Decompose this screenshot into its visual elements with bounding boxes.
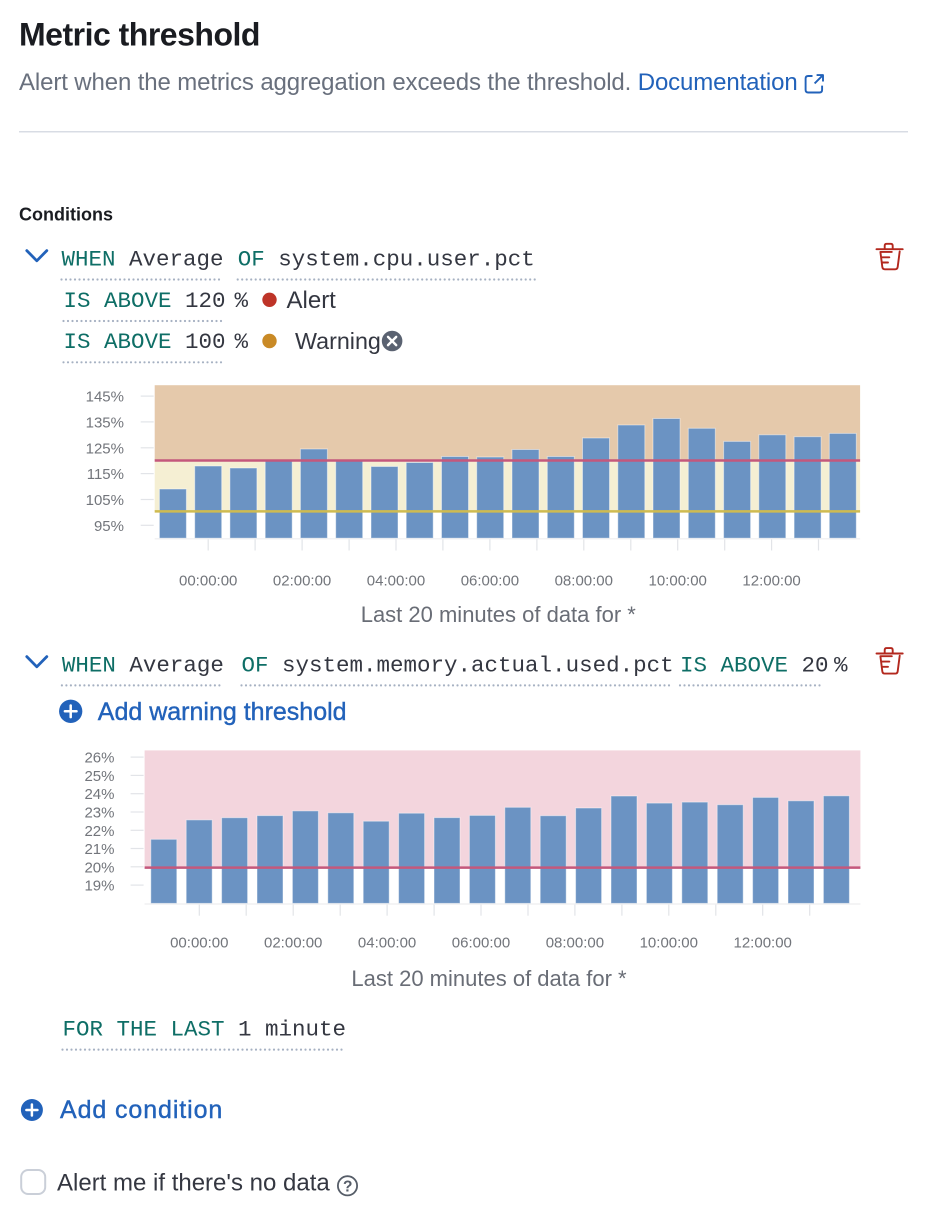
- svg-text:02:00:00: 02:00:00: [264, 935, 322, 952]
- svg-text:IS ABOVE 100: IS ABOVE 100: [64, 329, 226, 355]
- svg-text:%: %: [235, 329, 249, 355]
- svg-text:12:00:00: 12:00:00: [734, 935, 792, 952]
- svg-text:Add warning threshold: Add warning threshold: [98, 698, 347, 726]
- svg-text:125%: 125%: [86, 440, 124, 457]
- svg-text:115%: 115%: [87, 466, 124, 483]
- svg-text:12:00:00: 12:00:00: [742, 573, 800, 590]
- svg-text:02:00:00: 02:00:00: [273, 573, 331, 590]
- svg-text:04:00:00: 04:00:00: [358, 935, 416, 952]
- svg-text:19%: 19%: [84, 878, 114, 895]
- svg-text:06:00:00: 06:00:00: [461, 573, 519, 590]
- svg-text:26%: 26%: [84, 750, 114, 767]
- svg-text:Metric threshold: Metric threshold: [19, 17, 260, 53]
- svg-text:FOR THE LAST 1 minute: FOR THE LAST 1 minute: [63, 1016, 347, 1042]
- svg-text:04:00:00: 04:00:00: [367, 573, 425, 590]
- svg-text:%: %: [235, 288, 249, 314]
- svg-text:Alert me if there's no data: Alert me if there's no data: [57, 1170, 330, 1197]
- svg-text:00:00:00: 00:00:00: [179, 573, 237, 590]
- svg-text:Add condition: Add condition: [60, 1096, 223, 1124]
- svg-text:145%: 145%: [86, 389, 124, 406]
- svg-text:25%: 25%: [84, 768, 114, 785]
- svg-text:OF system.memory.actual.used.p: OF system.memory.actual.used.pct: [242, 653, 674, 679]
- svg-text:08:00:00: 08:00:00: [555, 573, 613, 590]
- svg-text:06:00:00: 06:00:00: [452, 935, 510, 952]
- svg-text:IS ABOVE 20: IS ABOVE 20: [680, 653, 829, 679]
- svg-text:Alert when the metrics aggrega: Alert when the metrics aggregation excee…: [19, 69, 798, 96]
- svg-text:Warning: Warning: [295, 328, 381, 354]
- svg-text:Last 20 minutes of data for *: Last 20 minutes of data for *: [361, 602, 637, 627]
- svg-text:Last 20 minutes of data for *: Last 20 minutes of data for *: [351, 966, 627, 991]
- svg-text:OF system.cpu.user.pct: OF system.cpu.user.pct: [238, 246, 535, 272]
- svg-text:10:00:00: 10:00:00: [640, 935, 698, 952]
- svg-text:08:00:00: 08:00:00: [546, 935, 604, 952]
- svg-text:Alert: Alert: [287, 287, 337, 314]
- svg-text:20%: 20%: [84, 859, 114, 876]
- svg-text:?: ?: [343, 1178, 352, 1195]
- svg-text:24%: 24%: [84, 786, 114, 803]
- svg-text:95%: 95%: [94, 518, 124, 535]
- svg-text:22%: 22%: [84, 823, 114, 840]
- svg-text:IS ABOVE 120: IS ABOVE 120: [64, 288, 226, 314]
- svg-text:WHEN Average: WHEN Average: [62, 653, 224, 679]
- svg-text:23%: 23%: [84, 805, 114, 822]
- svg-text:WHEN Average: WHEN Average: [62, 246, 224, 272]
- svg-text:%: %: [834, 653, 848, 679]
- svg-text:135%: 135%: [86, 414, 124, 431]
- svg-text:Conditions: Conditions: [19, 205, 113, 225]
- svg-text:10:00:00: 10:00:00: [649, 573, 707, 590]
- svg-text:00:00:00: 00:00:00: [170, 935, 228, 952]
- svg-text:21%: 21%: [84, 841, 114, 858]
- svg-text:105%: 105%: [86, 492, 124, 509]
